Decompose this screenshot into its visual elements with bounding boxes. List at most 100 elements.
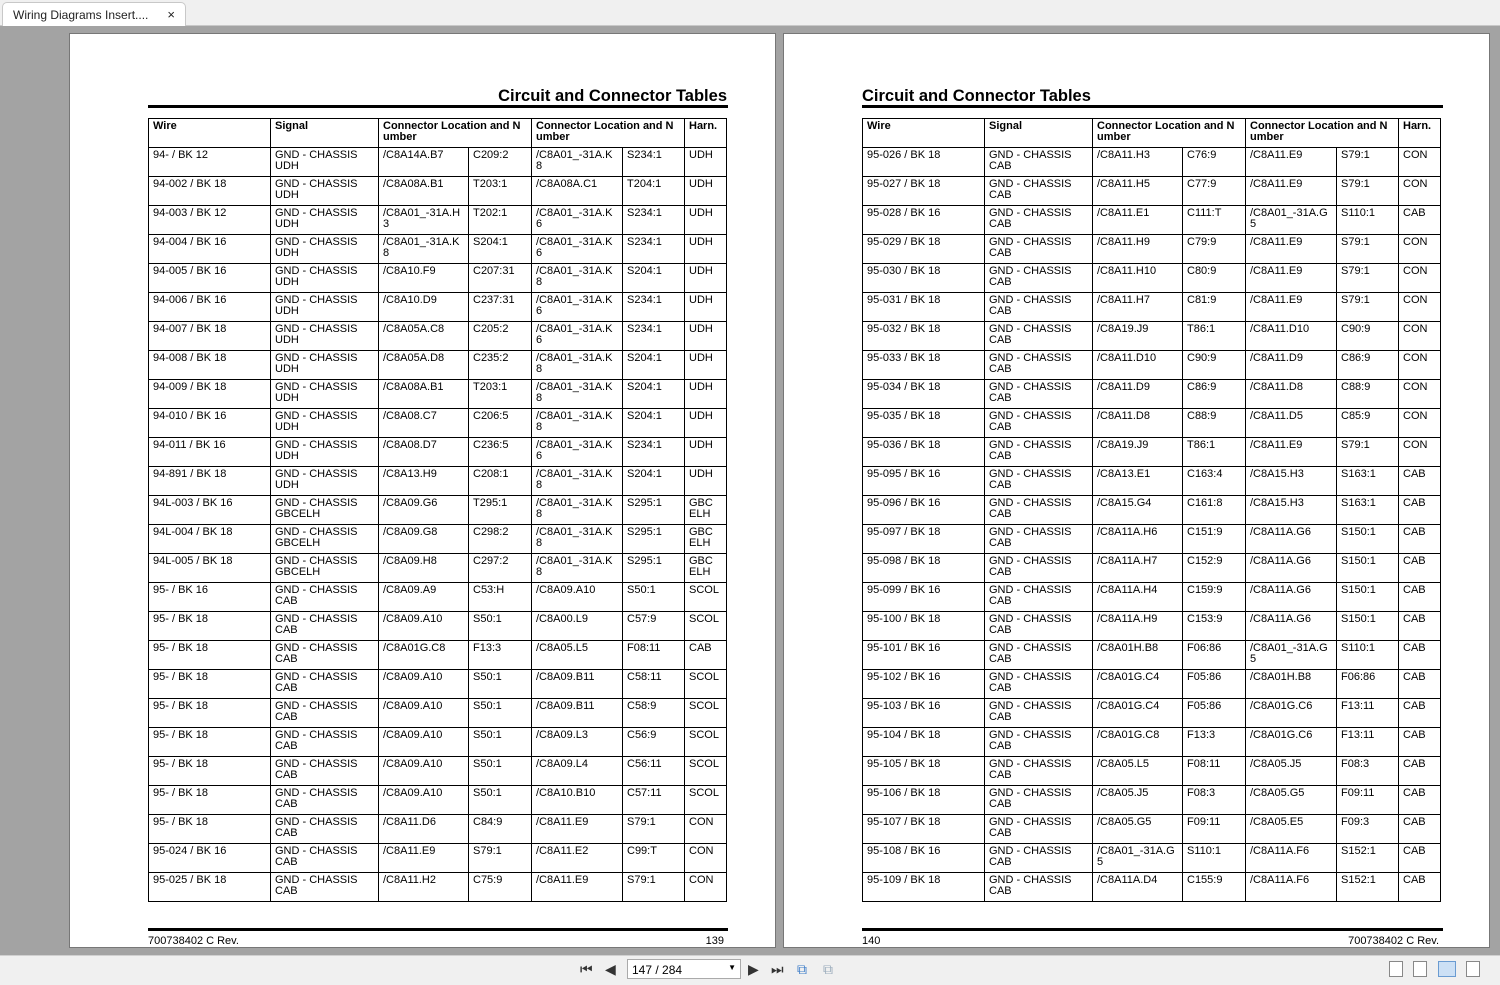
harness-cell: SCOL [684, 669, 727, 699]
from-location-cell: /C8A19.J9 [1092, 437, 1183, 467]
to-location-cell: /C8A11.E2 [531, 843, 623, 873]
to-location-cell: /C8A01G.C6 [1245, 698, 1337, 728]
wire-cell: 95-026 / BK 18 [862, 147, 985, 177]
first-page-icon[interactable]: ⏮ [580, 961, 593, 977]
wire-cell: 94-004 / BK 16 [148, 234, 271, 264]
signal-cell: GND - CHASSIS CAB [984, 669, 1093, 699]
from-location-cell: /C8A11.D9 [1092, 379, 1183, 409]
harness-cell: CON [1398, 379, 1441, 409]
signal-cell: GND - CHASSIS CAB [984, 756, 1093, 786]
signal-cell: GND - CHASSIS CAB [270, 669, 379, 699]
to-connector-cell: C85:9 [1336, 408, 1399, 438]
from-location-cell: /C8A11.E1 [1092, 205, 1183, 235]
harness-cell: CAB [1398, 814, 1441, 844]
harness-cell: SCOL [684, 582, 727, 612]
to-connector-cell: S204:1 [622, 466, 685, 496]
to-location-cell: /C8A11A.G6 [1245, 553, 1337, 583]
last-page-icon[interactable]: ⏭ [771, 961, 784, 977]
from-location-cell: /C8A11A.H7 [1092, 553, 1183, 583]
to-connector-cell: S152:1 [1336, 843, 1399, 873]
harness-cell: UDH [684, 350, 727, 380]
signal-cell: GND - CHASSIS CAB [984, 234, 1093, 264]
from-location-cell: /C8A11.D10 [1092, 350, 1183, 380]
wire-cell: 95-028 / BK 16 [862, 205, 985, 235]
from-connector-cell: S50:1 [468, 785, 532, 815]
document-tab[interactable]: Wiring Diagrams Insert.... × [2, 2, 186, 26]
two-page-view-icon[interactable] [1438, 961, 1456, 977]
to-location-cell: /C8A01_-31A.G5 [1245, 205, 1337, 235]
from-connector-cell: C151:9 [1182, 524, 1246, 554]
from-connector-cell: C152:9 [1182, 553, 1246, 583]
from-location-cell: /C8A01G.C8 [378, 640, 469, 670]
from-connector-cell: T202:1 [468, 205, 532, 235]
document-number: 700738402 C Rev. [1348, 935, 1439, 947]
table-row: 95-106 / BK 18 GND - CHASSIS CAB/C8A05.J5… [862, 785, 1441, 815]
signal-cell: GND - CHASSIS CAB [270, 872, 379, 902]
two-page-continuous-view-icon[interactable] [1466, 961, 1480, 977]
signal-cell: GND - CHASSIS CAB [270, 640, 379, 670]
to-connector-cell: S150:1 [1336, 582, 1399, 612]
table-row: 95-109 / BK 18 GND - CHASSIS CAB/C8A11A.D… [862, 872, 1441, 902]
close-icon[interactable]: × [167, 7, 175, 22]
harness-cell: UDH [684, 321, 727, 351]
harness-cell: GBC ELH [684, 553, 727, 583]
harness-cell: UDH [684, 234, 727, 264]
wire-cell: 95-029 / BK 18 [862, 234, 985, 264]
to-location-cell: /C8A09.B11 [531, 669, 623, 699]
to-connector-cell: S234:1 [622, 147, 685, 177]
from-connector-cell: C237:31 [468, 292, 532, 322]
signal-cell: GND - CHASSIS CAB [984, 350, 1093, 380]
next-page-icon[interactable]: ▶ [748, 961, 759, 977]
single-page-view-icon[interactable] [1389, 961, 1403, 977]
column-header: Connector Location and Number [1092, 118, 1246, 148]
to-location-cell: /C8A09.A10 [531, 582, 623, 612]
to-location-cell: /C8A11.E9 [1245, 263, 1337, 293]
signal-cell: GND - CHASSIS CAB [984, 263, 1093, 293]
table-row: 94-010 / BK 16 GND - CHASSIS UDH/C8A08.C7… [148, 408, 727, 438]
from-location-cell: /C8A09.A10 [378, 669, 469, 699]
table-row: 94-008 / BK 18 GND - CHASSIS UDH/C8A05A.D… [148, 350, 727, 380]
to-connector-cell: S79:1 [622, 872, 685, 902]
to-connector-cell: C58:11 [622, 669, 685, 699]
table-row: 94-004 / BK 16 GND - CHASSIS UDH/C8A01_-3… [148, 234, 727, 264]
to-connector-cell: S79:1 [622, 814, 685, 844]
signal-cell: GND - CHASSIS CAB [270, 611, 379, 641]
to-connector-cell: S204:1 [622, 408, 685, 438]
wire-cell: 95-027 / BK 18 [862, 176, 985, 206]
from-connector-cell: S50:1 [468, 611, 532, 641]
to-location-cell: /C8A08A.C1 [531, 176, 623, 206]
to-location-cell: /C8A11.E9 [531, 814, 623, 844]
table-row: 94-011 / BK 16 GND - CHASSIS UDH/C8A08.D7… [148, 437, 727, 467]
from-location-cell: /C8A11.E9 [378, 843, 469, 873]
table-row: 95-032 / BK 18 GND - CHASSIS CAB/C8A19.J9… [862, 321, 1441, 351]
from-connector-cell: S50:1 [468, 669, 532, 699]
from-connector-cell: C76:9 [1182, 147, 1246, 177]
to-connector-cell: C56:11 [622, 756, 685, 786]
continuous-view-icon[interactable] [1413, 961, 1427, 977]
to-location-cell: /C8A01_-31A.K8 [531, 263, 623, 293]
table-row: 95-031 / BK 18 GND - CHASSIS CAB/C8A11.H7… [862, 292, 1441, 322]
from-connector-cell: S50:1 [468, 727, 532, 757]
signal-cell: GND - CHASSIS GBCELH [270, 553, 379, 583]
from-connector-cell: C81:9 [1182, 292, 1246, 322]
harness-cell: GBC ELH [684, 495, 727, 525]
to-connector-cell: S79:1 [1336, 437, 1399, 467]
from-connector-cell: T86:1 [1182, 321, 1246, 351]
page-number-input[interactable]: 147 / 284 ▼ [627, 959, 741, 979]
prev-page-icon[interactable]: ◀ [605, 961, 616, 977]
from-connector-cell: C86:9 [1182, 379, 1246, 409]
harness-cell: UDH [684, 408, 727, 438]
wire-cell: 95-107 / BK 18 [862, 814, 985, 844]
signal-cell: GND - CHASSIS GBCELH [270, 495, 379, 525]
signal-cell: GND - CHASSIS CAB [270, 756, 379, 786]
harness-cell: SCOL [684, 611, 727, 641]
signal-cell: GND - CHASSIS CAB [984, 292, 1093, 322]
to-location-cell: /C8A01_-31A.K6 [531, 292, 623, 322]
signal-cell: GND - CHASSIS CAB [270, 582, 379, 612]
forward-view-icon[interactable]: ⧉ [823, 961, 833, 977]
harness-cell: CAB [1398, 727, 1441, 757]
column-header: Signal [984, 118, 1093, 148]
back-view-icon[interactable]: ⧉ [797, 961, 807, 977]
dropdown-arrow-icon[interactable]: ▼ [728, 963, 736, 972]
to-connector-cell: S79:1 [1336, 234, 1399, 264]
